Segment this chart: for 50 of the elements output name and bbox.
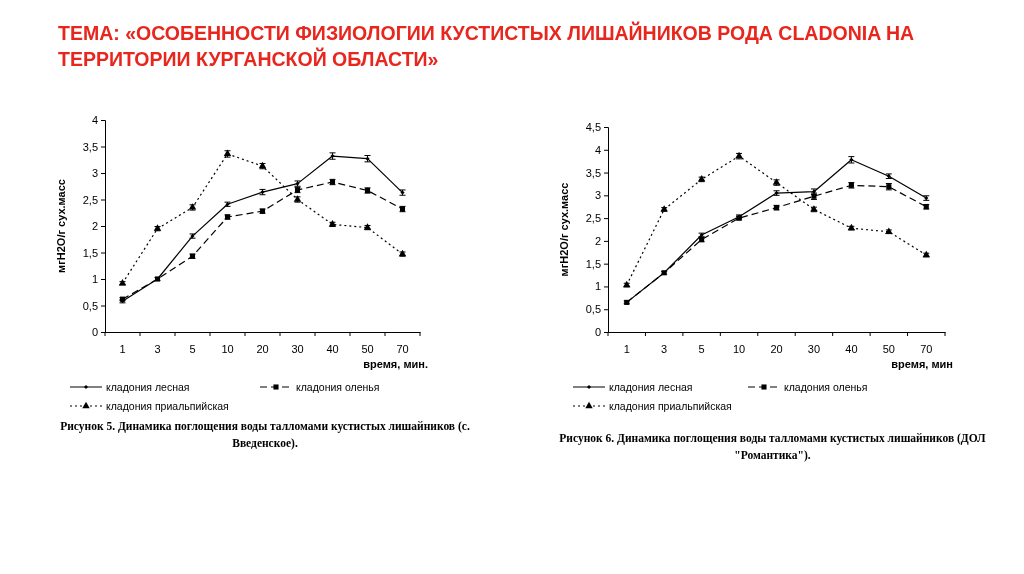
y-tick-label: 4 [594, 143, 601, 156]
y-tick-label: 0,5 [585, 303, 601, 316]
y-tick-label: 1,5 [82, 246, 98, 259]
x-tick-label: 3 [154, 342, 161, 355]
x-tick-label: 40 [326, 342, 339, 355]
y-tick-label: 1 [594, 280, 601, 293]
y-tick-label: 2,5 [585, 212, 601, 225]
legend-label: кладония приальпийская [609, 400, 732, 412]
y-tick-label: 3,5 [585, 166, 601, 179]
x-tick-label: 1 [119, 342, 126, 355]
legend-label: кладония лесная [106, 381, 190, 393]
y-tick-label: 3,5 [82, 140, 98, 153]
y-tick-label: 0 [594, 326, 601, 339]
x-tick-label: 40 [845, 342, 858, 355]
x-tick-label: 20 [770, 342, 783, 355]
y-tick-label: 3 [91, 167, 98, 180]
y-tick-label: 2 [91, 220, 98, 233]
y-axis-title: мгH2O/г сух.масс [55, 179, 67, 273]
x-tick-label: 5 [189, 342, 196, 355]
x-tick-label: 3 [661, 342, 668, 355]
y-tick-label: 3 [594, 189, 601, 202]
text: ТЕМА: «ОСОБЕННОСТИ ФИЗИОЛОГИИ КУСТИСТЫХ ЛИШАЙНИКОВ РОДА CLADONIA НА ТЕРРИТОРИИ КУРГАНСКОЙ ОБЛАСТИ» [58, 20, 916, 72]
legend-label: кладония приальпийская [106, 400, 229, 412]
x-tick-label: 1 [623, 342, 630, 355]
x-tick-label: 30 [807, 342, 821, 355]
x-tick-label: 50 [361, 342, 374, 355]
legend-label: кладония лесная [609, 381, 693, 393]
text: Рисунок 6. Динамика поглощения воды талломами кустистых лишайников (ДОЛ "Романтика"). [558, 431, 987, 464]
x-tick-label: 70 [920, 342, 933, 355]
y-tick-label: 0 [91, 326, 98, 339]
y-tick-label: 1,5 [585, 257, 601, 270]
x-axis-title: время, мин [891, 358, 953, 370]
x-axis-title: время, мин. [363, 358, 428, 370]
x-tick-label: 70 [396, 342, 409, 355]
x-tick-label: 5 [698, 342, 705, 355]
y-tick-label: 2,5 [82, 193, 98, 206]
x-tick-label: 10 [732, 342, 746, 355]
legend-label: кладония оленья [296, 381, 380, 393]
x-tick-label: 20 [256, 342, 269, 355]
x-tick-label: 10 [221, 342, 234, 355]
x-tick-label: 50 [882, 342, 895, 355]
y-tick-label: 4 [91, 114, 98, 127]
y-tick-label: 1 [91, 273, 98, 286]
y-tick-label: 2 [594, 234, 601, 247]
x-tick-label: 30 [291, 342, 304, 355]
text: Рисунок 5. Динамика поглощения воды талломами кустистых лишайников (с. Введенское). [59, 419, 471, 452]
y-tick-label: 0,5 [82, 299, 98, 312]
y-axis-title: мгH2O/г сух.масс [558, 182, 570, 277]
legend-label: кладония оленья [784, 381, 868, 393]
y-tick-label: 4,5 [585, 121, 601, 134]
